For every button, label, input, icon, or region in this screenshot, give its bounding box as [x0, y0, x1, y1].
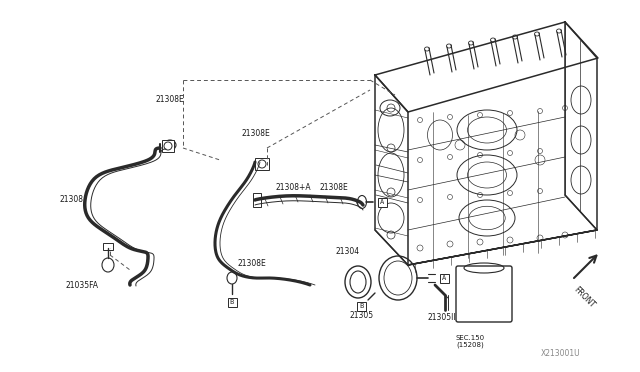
- Bar: [253, 193, 261, 207]
- Text: 21308+A: 21308+A: [275, 183, 310, 192]
- Circle shape: [164, 142, 172, 150]
- Text: 21308E: 21308E: [155, 96, 184, 105]
- Ellipse shape: [227, 272, 237, 284]
- Bar: [255, 158, 269, 170]
- Text: X213001U: X213001U: [540, 349, 580, 358]
- Circle shape: [258, 160, 266, 168]
- Text: A: A: [442, 275, 446, 281]
- Text: B: B: [230, 299, 234, 305]
- Text: 21035FA: 21035FA: [65, 280, 98, 289]
- Bar: [378, 198, 387, 206]
- Ellipse shape: [102, 258, 114, 272]
- Text: 21308E: 21308E: [238, 259, 267, 267]
- Text: 21305: 21305: [350, 311, 374, 320]
- Bar: [440, 273, 449, 282]
- Ellipse shape: [358, 196, 367, 208]
- Bar: [103, 243, 113, 250]
- Text: 21304: 21304: [335, 247, 359, 257]
- Text: B: B: [359, 303, 363, 309]
- Text: FRONT: FRONT: [572, 285, 596, 310]
- Text: 21305II: 21305II: [427, 314, 456, 323]
- Text: 21308E: 21308E: [242, 128, 271, 138]
- Text: A: A: [380, 199, 384, 205]
- Bar: [356, 301, 365, 311]
- Bar: [162, 140, 174, 152]
- Text: 21308E: 21308E: [320, 183, 349, 192]
- Text: SEC.150
(15208): SEC.150 (15208): [456, 335, 485, 349]
- Bar: [227, 298, 237, 307]
- Text: 21308: 21308: [60, 196, 84, 205]
